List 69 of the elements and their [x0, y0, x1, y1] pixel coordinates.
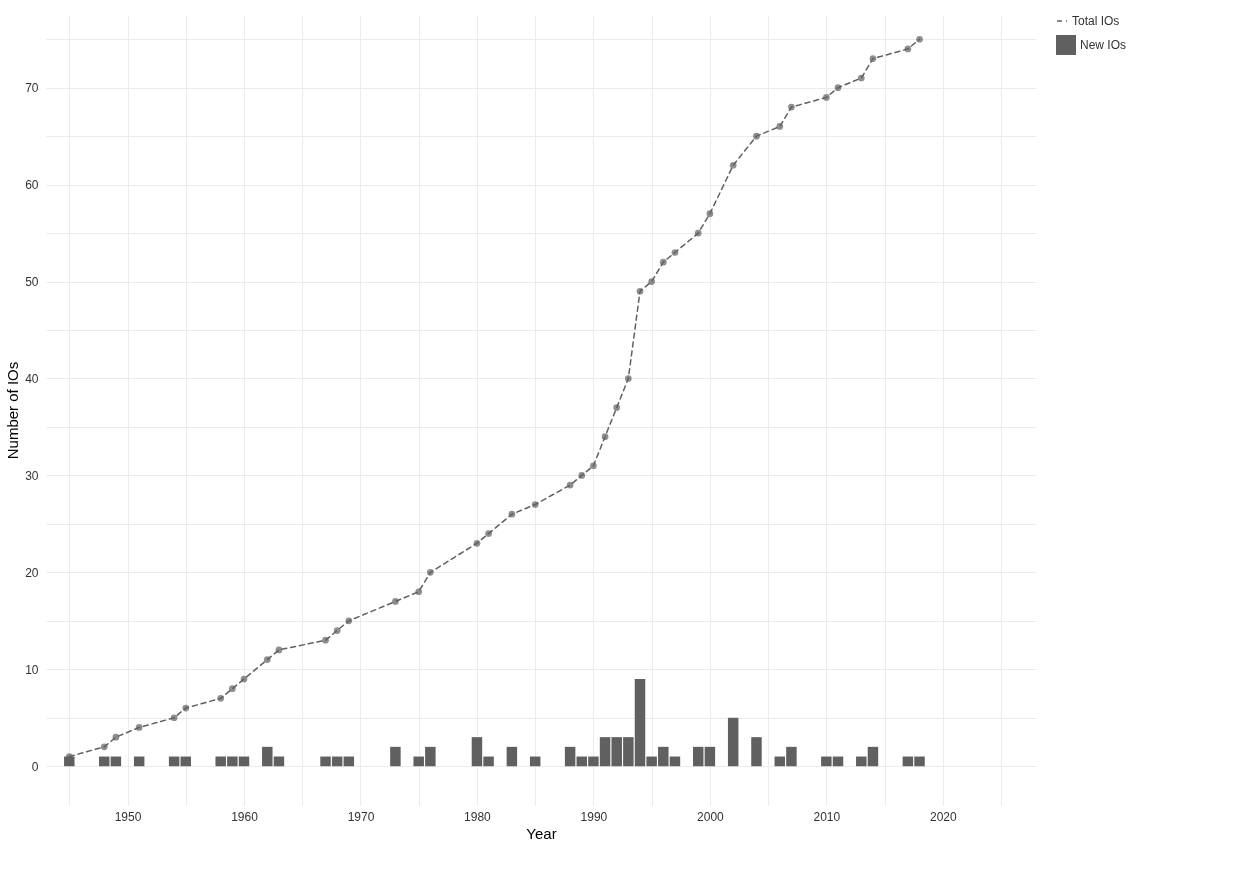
point [322, 636, 329, 644]
x-tick-label: 2000 [697, 809, 725, 824]
y-tick-label: 70 [25, 81, 39, 96]
point [648, 278, 655, 285]
point [392, 598, 399, 605]
legend-label: Total IOs [1072, 14, 1120, 28]
point [100, 743, 108, 751]
y-axis-title: Number of IOs [4, 361, 22, 460]
point [869, 55, 877, 62]
point [508, 510, 516, 518]
point [345, 617, 353, 625]
point [916, 35, 923, 43]
point [857, 74, 865, 82]
point [706, 210, 714, 218]
point [601, 433, 609, 440]
point [729, 161, 737, 169]
point [590, 462, 597, 470]
point [636, 287, 644, 295]
x-tick-label: 1960 [231, 809, 259, 824]
point [112, 733, 120, 741]
point [240, 675, 248, 683]
y-tick-label: 30 [25, 468, 39, 483]
x-tick-label: 1990 [580, 809, 608, 824]
point [415, 588, 423, 596]
point [229, 685, 236, 693]
point [473, 539, 481, 547]
point [578, 472, 586, 479]
point [659, 258, 667, 266]
point [427, 569, 434, 576]
y-tick-label: 60 [25, 178, 39, 193]
bar [564, 746, 576, 767]
point [217, 695, 225, 702]
x-tick-label: 1950 [114, 809, 142, 824]
x-tick-label: 1970 [347, 809, 375, 824]
x-axis-title: Year [526, 824, 557, 842]
point [671, 249, 679, 256]
y-tick-label: 10 [25, 662, 39, 677]
point [135, 724, 143, 731]
point [275, 646, 283, 654]
bar [390, 746, 401, 767]
x-tick-label: 2020 [929, 809, 957, 824]
point [823, 94, 830, 101]
x-tick-label: 2010 [813, 809, 841, 824]
point [566, 481, 574, 489]
point [485, 530, 492, 537]
point [170, 714, 178, 722]
point [263, 656, 271, 663]
legend-label: New IOs [1080, 38, 1127, 52]
bar [751, 737, 762, 767]
y-tick-label: 50 [25, 275, 39, 290]
y-tick-label: 20 [25, 565, 39, 580]
point [694, 229, 702, 237]
point [531, 501, 539, 508]
y-tick-label: 40 [25, 372, 39, 386]
bar [704, 746, 716, 767]
point [776, 123, 784, 130]
bar [727, 717, 739, 767]
y-tick-label: 0 [31, 759, 39, 774]
point [834, 84, 842, 92]
bar [506, 746, 518, 767]
point [613, 404, 621, 411]
point [333, 627, 341, 634]
point [788, 103, 795, 111]
point [625, 375, 632, 382]
x-tick-label: 1980 [464, 809, 492, 824]
point [753, 132, 760, 140]
point [904, 45, 912, 53]
point [182, 704, 190, 712]
bar [692, 746, 704, 767]
